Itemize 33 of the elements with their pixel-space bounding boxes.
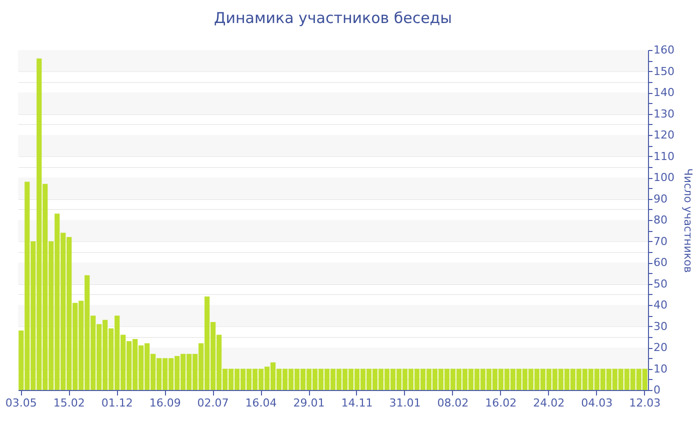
x-tick-label: 24.02 — [533, 396, 565, 410]
y-tick-label: 140 — [654, 86, 674, 99]
x-tick-label: 15.02 — [53, 396, 85, 410]
y-tick-label: 60 — [654, 256, 668, 269]
y-tick-label: 130 — [654, 107, 674, 120]
y-tick-label: 70 — [654, 234, 668, 248]
y-axis-title: Число участников — [681, 168, 694, 273]
y-tick-label: 40 — [654, 298, 668, 312]
y-tick-label: 90 — [654, 192, 668, 206]
x-tick-label: 16.02 — [485, 396, 517, 410]
x-tick-label: 14.11 — [341, 396, 373, 410]
y-tick-label: 30 — [654, 320, 668, 333]
x-tick-label: 29.01 — [293, 396, 325, 410]
x-tick-label: 16.04 — [245, 396, 277, 410]
y-tick-label: 120 — [654, 128, 674, 142]
x-tick-label: 08.02 — [437, 396, 469, 410]
y-tick-label: 10 — [654, 362, 668, 376]
y-tick-label: 110 — [654, 150, 674, 163]
y-tick-label: 80 — [654, 214, 668, 226]
y-tick-label: 0 — [654, 384, 660, 396]
y-tick-label: 20 — [654, 341, 668, 354]
y-tick-label: 50 — [654, 277, 668, 290]
x-tick-label: 01.12 — [101, 396, 133, 410]
x-tick-label: 04.03 — [581, 396, 613, 410]
x-tick-label: 12.03 — [629, 396, 661, 410]
x-tick-label: 31.01 — [389, 396, 421, 410]
y-tick-label: 160 — [654, 44, 674, 56]
y-tick-label: 100 — [654, 171, 674, 184]
x-tick-label: 02.07 — [197, 396, 229, 410]
x-tick-label: 16.09 — [149, 396, 181, 410]
y-tick-label: 150 — [654, 64, 674, 78]
x-tick-label: 03.05 — [5, 396, 37, 410]
chart-title: Динамика участников беседы — [214, 9, 452, 27]
